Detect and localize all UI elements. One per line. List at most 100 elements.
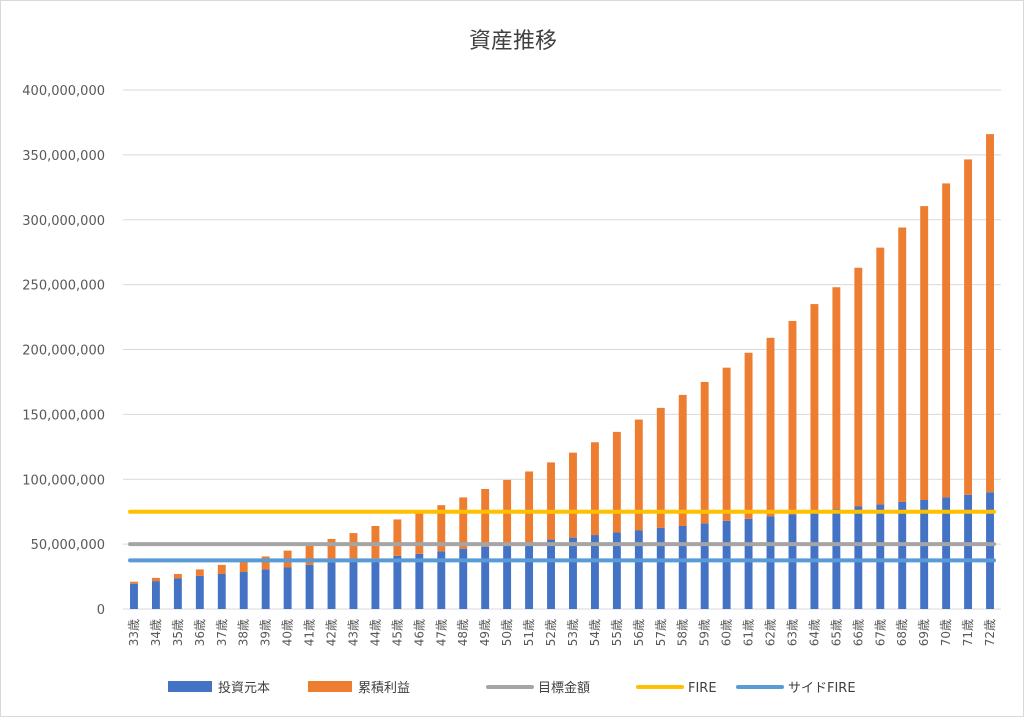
x-tick-label: 64歳 (807, 619, 821, 646)
bar-profit (459, 497, 468, 549)
x-tick-label: 37歳 (215, 619, 229, 646)
bar-profit (744, 352, 753, 519)
y-tick-label: 150,000,000 (22, 408, 105, 423)
x-tick-label: 66歳 (851, 619, 865, 646)
bar-profit (898, 227, 907, 502)
x-tick-label: 72歳 (983, 619, 997, 646)
y-tick-label: 300,000,000 (22, 214, 105, 229)
bar-profit (964, 159, 973, 495)
bar-profit (547, 462, 555, 540)
bar-principal (590, 535, 599, 609)
x-tick-label: 48歳 (456, 619, 470, 646)
bar-profit (525, 471, 534, 543)
bar-profit (854, 267, 863, 507)
bar-principal (876, 504, 885, 609)
bar-profit (942, 183, 951, 498)
bar-principal (898, 501, 907, 609)
bar-principal (612, 532, 621, 609)
x-tick-label: 50歳 (500, 619, 514, 646)
bar-principal (964, 494, 973, 609)
bar-profit (656, 407, 665, 528)
bar-principal (415, 553, 424, 609)
x-tick-label: 39歳 (259, 619, 273, 646)
x-tick-label: 44歳 (368, 619, 382, 646)
x-axis-ticks: 33歳 34歳 35歳 36歳 37歳 38歳 39歳 40歳 41歳 42歳 43歳 44歳 45歳 4… (127, 619, 997, 646)
y-tick-label: 250,000,000 (22, 279, 105, 294)
y-axis-ticks: 0 50,000,000 100,000,000 150,000,000 200,000… (22, 84, 105, 618)
bar-principal (349, 560, 358, 609)
legend: 投資元本 累積利益 目標金額 FIRE サイドFIRE (168, 680, 856, 696)
bar-principal (130, 583, 138, 609)
x-tick-label: 63歳 (785, 619, 799, 646)
x-tick-label: 38歳 (237, 619, 251, 646)
bar-profit (634, 419, 643, 531)
legend-swatch (308, 681, 352, 692)
bar-profit (788, 320, 797, 515)
x-tick-label: 47歳 (434, 619, 448, 646)
bar-profit (986, 134, 994, 493)
x-tick-label: 68歳 (895, 619, 909, 646)
x-tick-label: 33歳 (127, 619, 141, 646)
x-tick-label: 70歳 (939, 619, 953, 646)
x-tick-label: 41歳 (303, 619, 317, 646)
bar-principal (986, 492, 994, 609)
bar-principal (942, 497, 951, 609)
bar-principal (525, 542, 534, 609)
bar-principal (151, 581, 160, 609)
x-tick-label: 42歳 (325, 619, 339, 646)
chart-title: 資産推移 (469, 29, 557, 54)
bar-principal (634, 530, 643, 609)
x-tick-label: 36歳 (193, 619, 207, 646)
bar-profit (437, 505, 446, 552)
bar-principal (173, 578, 182, 609)
bar-profit (239, 560, 248, 573)
x-tick-label: 46歳 (412, 619, 426, 646)
bar-profit (173, 573, 182, 579)
x-tick-label: 61歳 (742, 619, 756, 646)
bar-profit (349, 533, 358, 561)
bar-profit (810, 304, 819, 512)
bar-profit (590, 442, 599, 536)
x-tick-label: 55歳 (610, 619, 624, 646)
y-tick-label: 200,000,000 (22, 344, 105, 359)
x-tick-label: 43歳 (346, 619, 360, 646)
x-tick-label: 54歳 (588, 619, 602, 646)
bar-profit (327, 538, 336, 563)
x-tick-label: 49歳 (478, 619, 492, 646)
bar-principal (744, 518, 753, 609)
x-tick-label: 35歳 (171, 619, 185, 646)
legend-label: FIRE (688, 681, 717, 696)
bar-principal (239, 572, 248, 609)
bar-profit (920, 206, 929, 501)
bar-principal (393, 555, 402, 609)
bar-profit (766, 337, 775, 517)
bar-series (130, 134, 994, 609)
x-tick-label: 51歳 (522, 619, 536, 646)
bar-principal (569, 537, 577, 609)
bar-profit (217, 564, 226, 574)
bar-principal (766, 516, 775, 609)
bar-profit (261, 556, 270, 570)
y-tick-label: 100,000,000 (22, 473, 105, 488)
bar-principal (327, 562, 336, 609)
x-tick-label: 57歳 (654, 619, 668, 646)
bar-principal (854, 506, 863, 609)
bar-principal (700, 523, 709, 609)
x-tick-label: 65歳 (829, 619, 843, 646)
bar-profit (393, 519, 402, 556)
x-tick-label: 71歳 (961, 619, 975, 646)
bar-profit (569, 452, 577, 538)
y-tick-label: 400,000,000 (22, 84, 105, 99)
bar-principal (437, 551, 446, 609)
bar-profit (722, 367, 731, 521)
gridlines (123, 89, 1001, 610)
bar-principal (503, 544, 512, 609)
bar-principal (722, 520, 731, 609)
bar-profit (678, 394, 687, 526)
bar-principal (305, 564, 314, 609)
x-tick-label: 62歳 (764, 619, 778, 646)
bar-profit (415, 512, 424, 554)
bar-profit (481, 488, 490, 547)
bar-profit (130, 581, 138, 584)
legend-label: 投資元本 (218, 680, 270, 696)
